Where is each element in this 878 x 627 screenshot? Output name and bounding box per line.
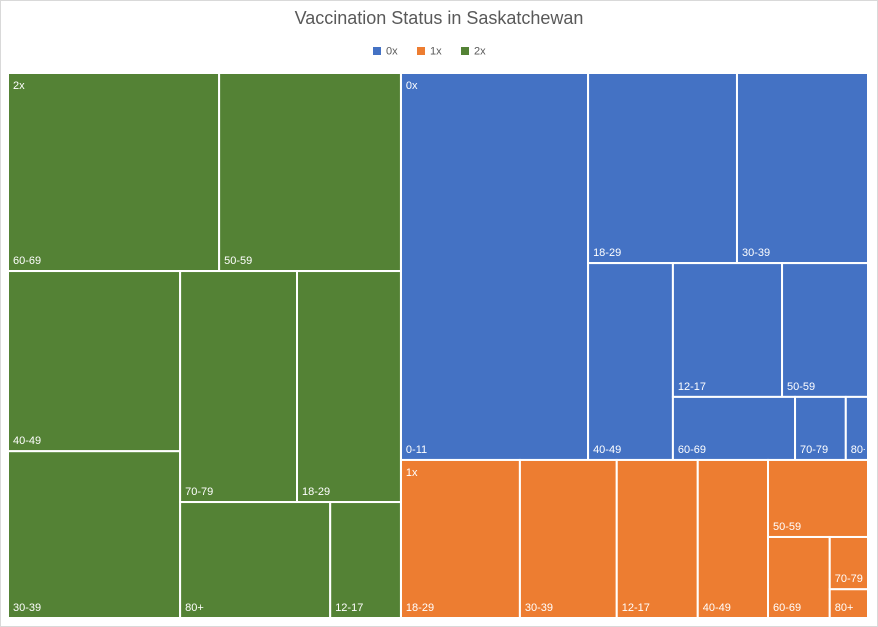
treemap-tile	[587, 72, 738, 265]
tile-label: 60-69	[773, 602, 801, 614]
tile-label: 50-59	[224, 255, 252, 267]
tile-label: 12-17	[335, 602, 363, 614]
group-label: 0x	[406, 80, 418, 92]
treemap-tile	[296, 270, 402, 504]
treemap-tile	[399, 458, 521, 619]
tile-label: 18-29	[406, 602, 434, 614]
legend-swatch	[417, 47, 425, 55]
legend-swatch	[373, 47, 381, 55]
tile-label: 70-79	[835, 573, 863, 585]
legend-swatch	[461, 47, 469, 55]
tile-label: 50-59	[773, 521, 801, 533]
tile-label: 18-29	[302, 486, 330, 498]
treemap-tile	[179, 270, 299, 504]
legend-label: 2x	[474, 45, 486, 57]
treemap-tile	[518, 458, 618, 619]
treemap-tile	[615, 458, 699, 619]
treemap-tile	[7, 450, 182, 620]
treemap-tile	[587, 262, 674, 461]
treemap-tile	[828, 588, 869, 619]
tile-label: 40-49	[703, 602, 731, 614]
tile-label: 18-29	[593, 247, 621, 259]
tile-label: 70-79	[800, 444, 828, 456]
tile-label: 80+	[185, 602, 204, 614]
treemap-tile	[7, 72, 221, 273]
tile-label: 80+	[851, 444, 870, 456]
treemap-tile	[735, 72, 870, 265]
treemap-tile	[696, 458, 770, 619]
tile-label: 80+	[835, 602, 854, 614]
legend-label: 0x	[386, 45, 398, 57]
tile-label: 40-49	[13, 435, 41, 447]
tile-label: 40-49	[593, 444, 621, 456]
tile-label: 50-59	[787, 381, 815, 393]
treemap-tile	[781, 262, 869, 398]
group-label: 1x	[406, 467, 418, 479]
treemap-tile	[767, 535, 831, 619]
tile-label: 60-69	[678, 444, 706, 456]
treemap-tile	[671, 262, 784, 398]
treemap-tile	[179, 501, 332, 619]
tile-label: 0-11	[406, 444, 427, 456]
tile-label: 30-39	[742, 247, 770, 259]
group-label: 2x	[13, 80, 25, 92]
tile-label: 30-39	[13, 602, 41, 614]
chart-title: Vaccination Status in Saskatchewan	[295, 8, 584, 28]
treemap-tile	[329, 501, 402, 619]
tile-label: 30-39	[525, 602, 553, 614]
tile-label: 12-17	[622, 602, 650, 614]
legend-label: 1x	[430, 45, 442, 57]
treemap-tile	[671, 395, 797, 461]
tile-label: 70-79	[185, 486, 213, 498]
treemap-tile	[399, 72, 590, 461]
treemap-tile	[7, 270, 182, 453]
tile-label: 60-69	[13, 255, 41, 267]
treemap-tile	[218, 72, 402, 273]
tile-label: 12-17	[678, 381, 706, 393]
